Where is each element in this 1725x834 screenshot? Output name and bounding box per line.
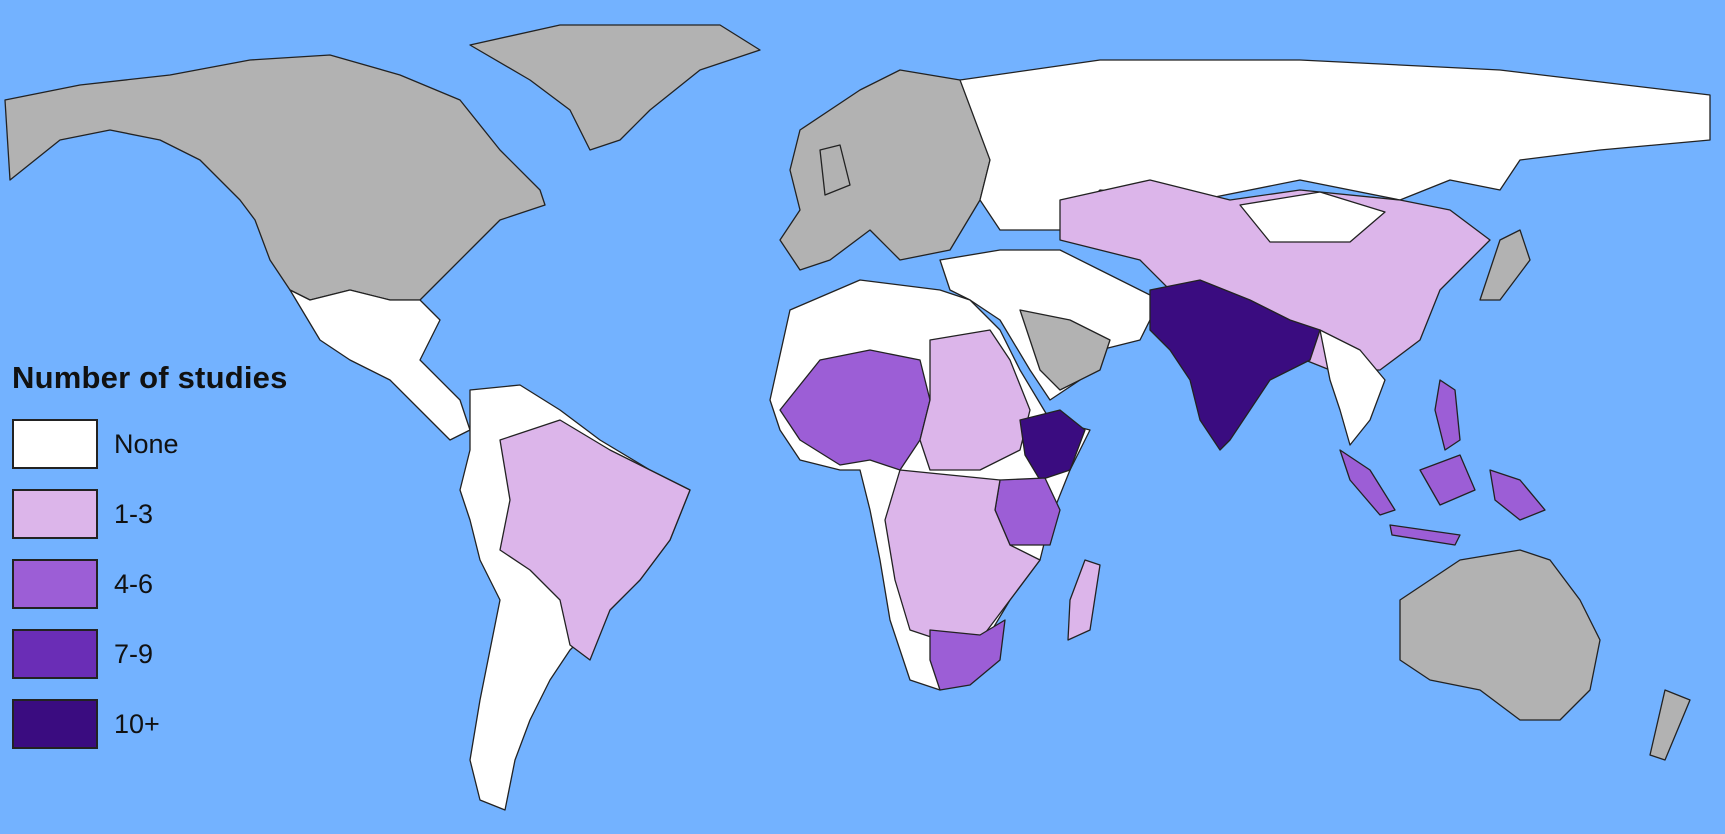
legend: Number of studies None 1-3 4-6 7-9 10+ <box>12 360 288 768</box>
region-indonesia-sumatra <box>1339 449 1396 516</box>
region-new-zealand <box>1649 689 1691 761</box>
legend-item-4-6: 4-6 <box>12 558 288 610</box>
region-uk <box>819 144 851 196</box>
legend-label: 4-6 <box>114 568 154 599</box>
legend-label: 7-9 <box>114 638 154 669</box>
region-mongolia <box>1239 191 1386 243</box>
legend-label: 10+ <box>114 708 160 739</box>
region-philippines <box>1434 379 1461 451</box>
region-ethiopia <box>1019 409 1086 481</box>
legend-title: Number of studies <box>12 360 288 395</box>
region-madagascar <box>1067 559 1101 641</box>
region-greenland <box>469 24 761 151</box>
region-southeast-asia <box>1319 329 1386 446</box>
region-south-africa <box>929 619 1006 691</box>
region-indonesia-java <box>1389 524 1461 546</box>
legend-item-none: None <box>12 418 288 470</box>
legend-swatch <box>12 699 98 749</box>
legend-item-10-plus: 10+ <box>12 698 288 750</box>
region-indonesia-east <box>1489 469 1546 521</box>
legend-swatch <box>12 419 98 469</box>
region-brazil <box>499 419 691 661</box>
region-indonesia-borneo <box>1419 454 1476 506</box>
region-arabia <box>1019 309 1111 391</box>
legend-item-7-9: 7-9 <box>12 628 288 680</box>
region-sahel-central-africa <box>919 329 1031 471</box>
region-australia <box>1399 549 1601 721</box>
legend-swatch <box>12 489 98 539</box>
region-japan <box>1479 229 1531 301</box>
legend-label: 1-3 <box>114 498 154 529</box>
region-india-pakistan <box>1149 279 1321 451</box>
legend-swatch <box>12 559 98 609</box>
region-mexico-central-america <box>289 289 471 441</box>
legend-swatch <box>12 629 98 679</box>
region-china-central-asia <box>1059 179 1491 371</box>
legend-item-1-3: 1-3 <box>12 488 288 540</box>
region-europe <box>779 69 1001 271</box>
region-southern-africa <box>884 469 1041 641</box>
legend-label: None <box>114 428 179 459</box>
